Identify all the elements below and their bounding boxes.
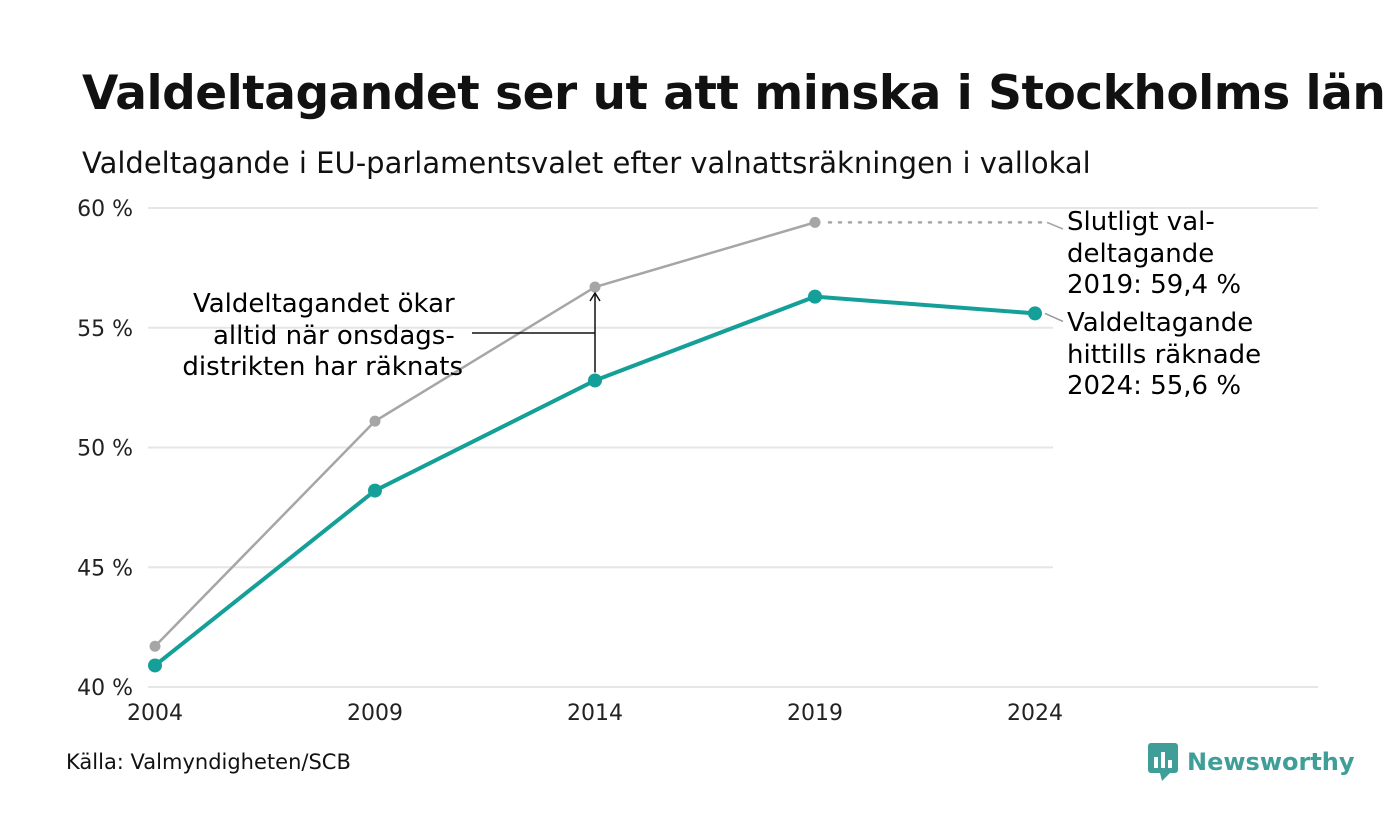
source-note: Källa: Valmyndigheten/SCB [66, 750, 351, 774]
counted-point-2009 [368, 483, 382, 498]
counted-point-2024 [1028, 306, 1042, 321]
y-tick-label-45: 45 % [77, 556, 133, 581]
y-tick-label-55: 55 % [77, 317, 133, 342]
counted-point-2019 [808, 289, 822, 304]
y-tick-label-60: 60 % [77, 197, 133, 222]
x-tick-label-2004: 2004 [127, 701, 183, 726]
x-tick-label-2009: 2009 [347, 701, 403, 726]
final-label-connector [1046, 221, 1064, 230]
counted-label-connector [1044, 312, 1064, 323]
x-tick-label-2014: 2014 [567, 701, 623, 726]
counted-turnout-label: Valdeltagande hittills räknade 2024: 55,… [1067, 308, 1269, 401]
gap-annotation-label: Valdeltagandet ökar alltid när onsdags- … [182, 289, 463, 382]
chart-title: Valdeltagandet ser ut att minska i Stock… [82, 66, 1386, 121]
x-tick-label-2019: 2019 [787, 701, 843, 726]
final-point-2009 [369, 415, 381, 427]
x-tick-label-2024: 2024 [1007, 701, 1063, 726]
y-tick-label-40: 40 % [77, 676, 133, 701]
gap-arrow-head [589, 291, 601, 302]
final-point-2004 [149, 640, 161, 652]
newsworthy-brand: Newsworthy [1148, 742, 1355, 782]
newsworthy-logo-icon [1148, 743, 1178, 781]
final-point-2019 [809, 216, 821, 228]
final-series-line [153, 221, 817, 648]
final-turnout-label: Slutligt val- deltagande 2019: 59,4 % [1067, 207, 1241, 300]
y-tick-label-50: 50 % [77, 437, 133, 462]
chart-subtitle: Valdeltagande i EU-parlamentsvalet efter… [82, 146, 1091, 180]
counted-point-2004 [148, 658, 162, 673]
final-point-2014 [589, 281, 601, 293]
brand-name: Newsworthy [1187, 748, 1355, 776]
counted-point-2014 [588, 373, 602, 388]
